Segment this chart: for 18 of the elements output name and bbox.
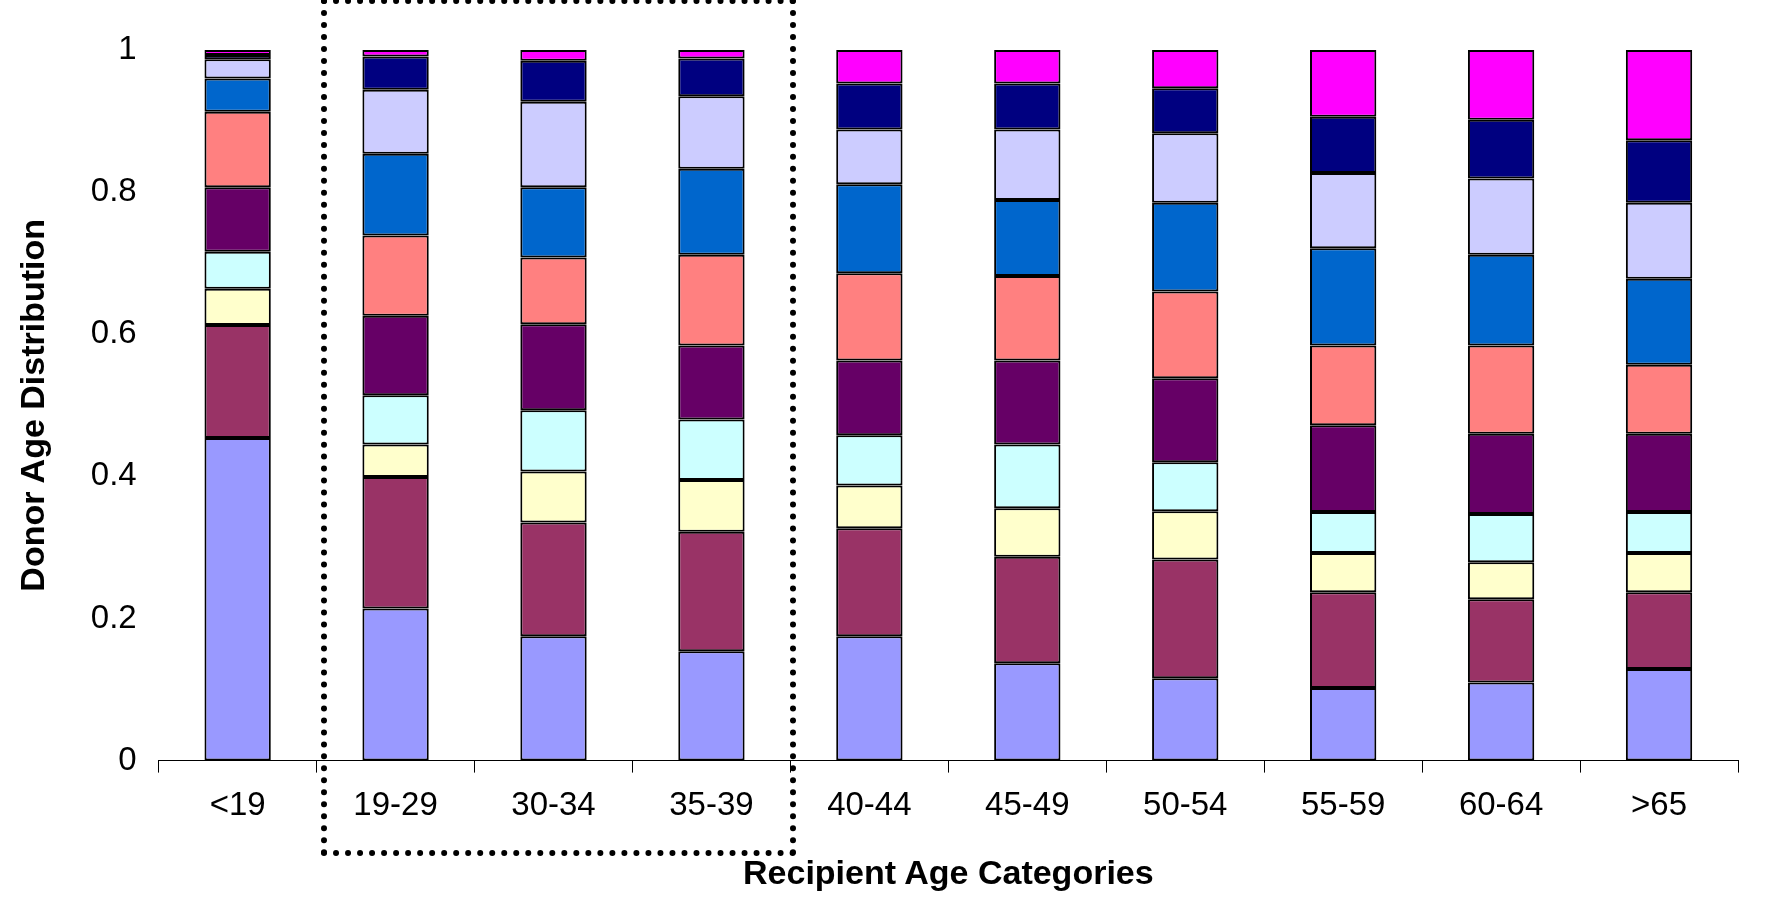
x-tick-label: >65 [1631,785,1688,823]
y-tick-label: 1 [118,29,137,67]
x-tick-label: <19 [209,785,266,823]
x-tick-label: 50-54 [1143,785,1228,823]
y-tick-label: 0.4 [90,455,137,493]
y-tick-label: 0.6 [90,313,137,351]
y-tick-label: 0 [118,739,137,777]
x-tick-label: 30-34 [511,785,596,823]
x-tick-label: 60-64 [1458,785,1544,823]
y-tick-label: 0.2 [90,597,137,635]
x-tick-label: 19-29 [353,785,438,823]
x-tick-label: 45-49 [985,785,1070,823]
y-tick-label: 0.8 [90,171,137,209]
x-tick-label: 35-39 [669,785,754,823]
x-axis-title: Recipient Age Categories [743,852,1154,891]
x-tick-label: 55-59 [1300,785,1386,823]
y-axis-title: Donor Age Distribution [12,218,51,592]
x-tick-label: 40-44 [827,785,912,823]
